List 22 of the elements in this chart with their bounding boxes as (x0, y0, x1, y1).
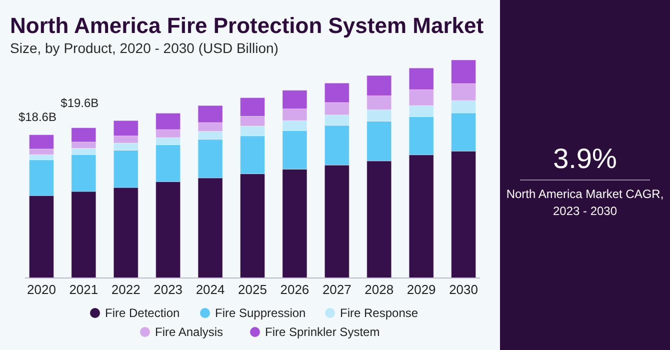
x-tick-label: 2028 (364, 282, 394, 297)
legend-label: Fire Suppression (215, 306, 306, 320)
text: North America Market CAGR, 2023 - 2030 (506, 187, 664, 218)
x-tick-label: 2025 (238, 282, 267, 297)
x-tick-label: 2021 (69, 282, 98, 297)
legend-label: Fire Response (340, 306, 418, 320)
x-tick-label: 2024 (196, 282, 225, 297)
x-tick-label: 2026 (280, 282, 310, 297)
x-tick-label: 2027 (322, 282, 352, 297)
legend-label: Fire Sprinkler System (265, 325, 380, 339)
chart-title: North America Fire Protection System Market (10, 13, 484, 38)
legend-label: Fire Detection (105, 306, 180, 320)
text: 3.9% (553, 143, 617, 174)
x-tick-label: 2029 (406, 282, 436, 297)
x-tick-label: 2022 (111, 282, 140, 297)
chart-subtitle: Size, by Product, 2020 - 2030 (USD Billion) (10, 40, 278, 56)
annotation: $19.6B (60, 96, 99, 110)
legend-label: Fire Analysis (155, 325, 224, 339)
x-tick-label: 2030 (449, 282, 478, 297)
annotation: $18.6B (18, 110, 56, 124)
x-tick-label: 2020 (27, 282, 56, 297)
x-tick-label: 2023 (154, 282, 183, 297)
